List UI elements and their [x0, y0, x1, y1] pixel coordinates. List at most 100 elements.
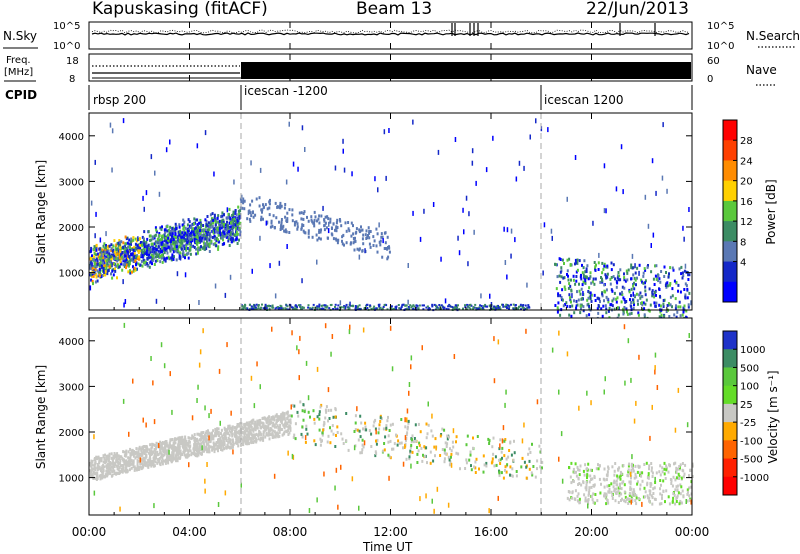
heatmap-cell [253, 306, 256, 309]
heatmap-cell [107, 249, 110, 253]
heatmap-cell [274, 414, 277, 418]
heatmap-cell [123, 450, 126, 454]
heatmap-cell [518, 160, 521, 166]
heatmap-cell [567, 274, 569, 278]
heatmap-cell [326, 440, 329, 444]
heatmap-cell [681, 468, 684, 472]
heatmap-cell [421, 459, 424, 463]
heatmap-cell [673, 313, 676, 317]
heatmap-cell [96, 252, 99, 256]
heatmap-cell [124, 235, 127, 239]
heatmap-cell [260, 433, 263, 437]
heatmap-cell [102, 267, 105, 271]
heatmap-cell [295, 308, 298, 311]
heatmap-cell [239, 439, 242, 443]
heatmap-cell [388, 429, 391, 432]
heatmap-cell [603, 478, 606, 482]
heatmap-cell [213, 228, 216, 232]
heatmap-cell [476, 308, 479, 311]
heatmap-cell [677, 305, 680, 309]
heatmap-cell [150, 450, 153, 453]
heatmap-cell [607, 465, 610, 469]
heatmap-cell [318, 413, 321, 417]
heatmap-cell [108, 244, 111, 248]
heatmap-cell [689, 485, 692, 489]
heatmap-cell [284, 230, 287, 234]
heatmap-cell [643, 313, 646, 317]
heatmap-cell [655, 471, 658, 475]
heatmap-cell [630, 487, 633, 491]
heatmap-cell [310, 215, 313, 219]
heatmap-cell [647, 223, 650, 229]
heatmap-cell [475, 457, 478, 461]
heatmap-cell [115, 243, 118, 247]
heatmap-cell [287, 419, 290, 423]
heatmap-cell [615, 186, 618, 192]
heatmap-cell [661, 470, 664, 474]
heatmap-cell [330, 429, 333, 433]
heatmap-cell [213, 216, 216, 219]
heatmap-cell [204, 242, 207, 246]
heatmap-cell [644, 490, 647, 494]
heatmap-cell [96, 269, 99, 273]
heatmap-cell [622, 189, 624, 195]
heatmap-cell [589, 468, 592, 472]
heatmap-cell [213, 234, 216, 238]
heatmap-cell [656, 275, 659, 279]
heatmap-cell [400, 306, 403, 309]
heatmap-cell [284, 307, 287, 310]
heatmap-cell [404, 304, 407, 307]
heatmap-cell [171, 232, 174, 236]
heatmap-cell [605, 288, 608, 292]
heatmap-cell [621, 497, 623, 501]
heatmap-cell [318, 428, 321, 432]
heatmap-cell [588, 480, 591, 484]
heatmap-cell [669, 463, 671, 467]
heatmap-cell [306, 215, 308, 219]
heatmap-cell [680, 501, 683, 505]
heatmap-cell [342, 442, 345, 445]
heatmap-cell [93, 260, 96, 264]
heatmap-cell [569, 263, 572, 266]
heatmap-cell [154, 460, 157, 464]
heatmap-cell [257, 307, 260, 310]
heatmap-cell [587, 493, 590, 497]
heatmap-cell [412, 304, 415, 307]
heatmap-cell [444, 298, 447, 304]
heatmap-cell [145, 455, 148, 459]
heatmap-cell [318, 236, 320, 240]
heatmap-cell [230, 442, 233, 446]
heatmap-cell [680, 476, 683, 480]
heatmap-cell [587, 277, 590, 281]
heatmap-cell [462, 207, 464, 213]
heatmap-cell [138, 459, 140, 463]
heatmap-cell [160, 242, 163, 245]
heatmap-cell [258, 196, 261, 200]
heatmap-cell [426, 461, 428, 465]
heatmap-cell [214, 228, 217, 232]
heatmap-cell [349, 242, 352, 246]
heatmap-cell [654, 352, 657, 358]
heatmap-cell [169, 139, 171, 145]
heatmap-cell [296, 410, 299, 414]
heatmap-cell [557, 294, 560, 298]
heatmap-cell [280, 224, 283, 228]
heatmap-cell [440, 308, 443, 311]
heatmap-cell [319, 437, 322, 441]
heatmap-cell [127, 245, 130, 249]
heatmap-cell [582, 266, 585, 270]
heatmap-cell [598, 297, 601, 301]
heatmap-cell [116, 259, 119, 263]
heatmap-cell [111, 276, 114, 280]
heatmap-cell [427, 401, 429, 407]
heatmap-cell [110, 243, 113, 247]
heatmap-cell [174, 441, 177, 445]
heatmap-cell [593, 483, 596, 487]
heatmap-cell [146, 250, 149, 253]
heatmap-cell [96, 260, 99, 264]
heatmap-cell [585, 483, 588, 487]
heatmap-cell [411, 450, 414, 454]
heatmap-cell [334, 228, 336, 232]
heatmap-cell [231, 214, 234, 217]
heatmap-cell [606, 470, 609, 474]
